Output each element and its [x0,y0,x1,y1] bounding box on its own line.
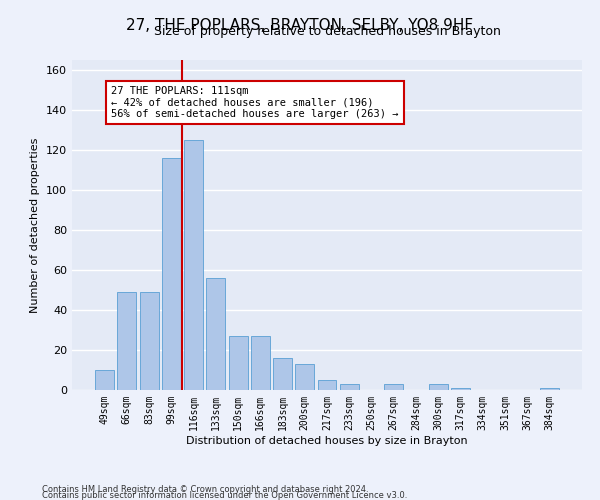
Bar [273,358,292,390]
Text: Contains public sector information licensed under the Open Government Licence v3: Contains public sector information licen… [42,491,407,500]
Bar [384,384,403,390]
Bar [340,384,359,390]
Bar [317,380,337,390]
Bar [295,364,314,390]
Text: 27 THE POPLARS: 111sqm
← 42% of detached houses are smaller (196)
56% of semi-de: 27 THE POPLARS: 111sqm ← 42% of detached… [112,86,399,119]
Bar [162,158,181,390]
Bar [95,370,114,390]
Title: Size of property relative to detached houses in Brayton: Size of property relative to detached ho… [154,25,500,38]
Bar [251,336,270,390]
Y-axis label: Number of detached properties: Number of detached properties [31,138,40,312]
Bar [429,384,448,390]
Bar [451,388,470,390]
Bar [140,292,158,390]
Bar [229,336,248,390]
Bar [184,140,203,390]
Bar [206,278,225,390]
X-axis label: Distribution of detached houses by size in Brayton: Distribution of detached houses by size … [186,436,468,446]
Bar [540,388,559,390]
Text: 27, THE POPLARS, BRAYTON, SELBY, YO8 9HF: 27, THE POPLARS, BRAYTON, SELBY, YO8 9HF [127,18,473,32]
Bar [118,292,136,390]
Text: Contains HM Land Registry data © Crown copyright and database right 2024.: Contains HM Land Registry data © Crown c… [42,485,368,494]
